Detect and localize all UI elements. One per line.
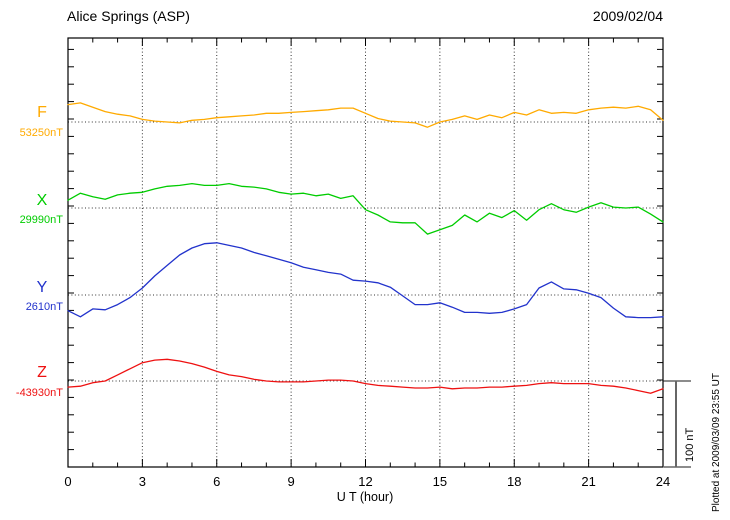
trace-F	[67, 102, 664, 128]
scale-bar-label: 100 nT	[684, 427, 696, 462]
x-axis-title: U T (hour)	[336, 490, 394, 504]
plotted-at-note: Plotted at 2009/03/09 23:55 UT	[711, 373, 722, 512]
x-tick-label: 18	[507, 474, 522, 489]
series-label-z: Z	[37, 364, 47, 381]
series-basevalue-f: 53250nT	[19, 127, 63, 139]
series-basevalue-y: 2610nT	[25, 301, 63, 313]
x-tick-label: 6	[213, 474, 221, 489]
series-label-y: Y	[36, 279, 48, 296]
station-title: Alice Springs (ASP)	[67, 8, 190, 24]
x-tick-label: 15	[432, 474, 448, 489]
series-label-f: F	[37, 104, 47, 121]
series-basevalue-z: -43930nT	[15, 387, 63, 399]
trace-X	[67, 182, 664, 235]
x-axis-labels: 0 3 6 9 12 15 18 21 24	[0, 474, 730, 490]
series-label-x: X	[36, 192, 48, 209]
trace-Y	[67, 242, 664, 319]
trace-Z	[67, 358, 664, 394]
series-basevalue-x: 29990nT	[19, 214, 63, 226]
x-tick-label: 24	[655, 474, 671, 489]
x-tick-label: 9	[287, 474, 295, 489]
x-tick-label: 12	[358, 474, 373, 489]
observation-date: 2009/02/04	[592, 8, 663, 24]
x-tick-label: 3	[138, 474, 146, 489]
x-tick-label: 0	[64, 474, 72, 489]
x-tick-label: 21	[581, 474, 596, 489]
